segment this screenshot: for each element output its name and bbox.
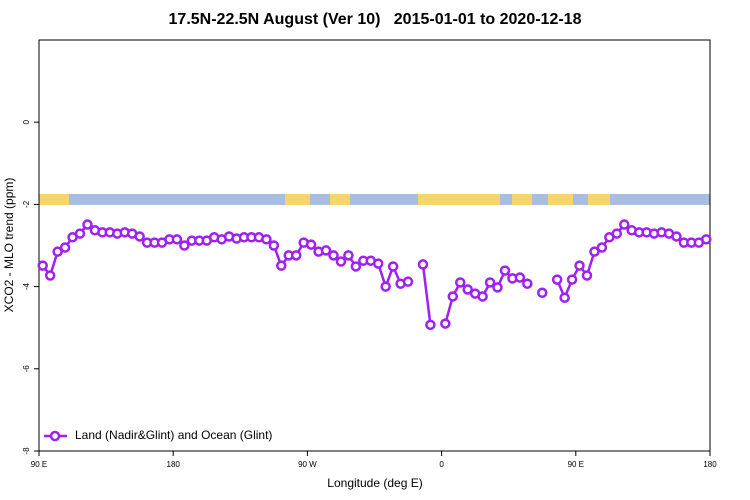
- point: [52, 246, 63, 257]
- point: [492, 282, 503, 293]
- point: [484, 277, 496, 288]
- point: [447, 291, 459, 302]
- y-tick-label: 0: [22, 119, 31, 124]
- legend-marker: [49, 430, 61, 442]
- point: [44, 270, 56, 281]
- chart-title: 17.5N-22.5N August (Ver 10) 2015-01-01 t…: [169, 11, 582, 28]
- x-tick-label: 0: [439, 460, 444, 469]
- point: [619, 219, 630, 230]
- point: [462, 284, 473, 295]
- point: [82, 219, 93, 230]
- y-tick-label: -8: [22, 447, 31, 455]
- point: [440, 318, 451, 329]
- point: [574, 260, 585, 271]
- point: [268, 240, 280, 251]
- point: [566, 274, 578, 285]
- point: [380, 281, 391, 292]
- point: [179, 240, 190, 251]
- point: [454, 277, 466, 288]
- legend-label: Land (Nadir&Glint) and Ocean (Glint): [75, 428, 272, 442]
- point: [425, 319, 436, 331]
- point: [372, 258, 384, 269]
- plot-frame: [38, 39, 711, 452]
- point: [559, 292, 570, 303]
- point: [290, 250, 302, 261]
- point: [537, 287, 548, 299]
- x-tick-label: 90 E: [568, 460, 584, 469]
- point: [37, 260, 48, 271]
- point: [350, 261, 362, 272]
- point: [402, 276, 414, 287]
- point: [551, 274, 563, 285]
- y-tick-label: -4: [22, 282, 31, 290]
- point: [671, 231, 682, 242]
- point: [276, 260, 287, 271]
- point: [335, 256, 347, 267]
- point: [328, 250, 339, 261]
- point: [589, 246, 600, 257]
- point: [514, 272, 526, 283]
- y-tick-label: -2: [22, 200, 31, 208]
- point: [305, 239, 317, 250]
- point: [581, 270, 593, 281]
- point: [701, 234, 712, 245]
- y-axis-label: XCO2 - MLO trend (ppm): [2, 178, 16, 313]
- point: [261, 234, 272, 245]
- point: [171, 234, 183, 245]
- point: [343, 250, 354, 261]
- point: [477, 291, 488, 302]
- point: [522, 278, 533, 289]
- point: [59, 242, 71, 253]
- point: [134, 231, 145, 242]
- y-tick-label: -6: [22, 365, 31, 373]
- point: [596, 242, 608, 253]
- point: [74, 228, 86, 239]
- x-tick-label: 180: [167, 460, 181, 469]
- point: [417, 259, 429, 270]
- x-tick-label: 180: [703, 460, 717, 469]
- x-tick-label: 90 W: [298, 460, 317, 469]
- x-axis-label: Longitude (deg E): [327, 476, 422, 490]
- point: [499, 265, 511, 276]
- point: [387, 261, 399, 272]
- land-ocean-strip: [39, 194, 710, 205]
- point: [611, 228, 623, 239]
- point: [320, 245, 332, 256]
- x-tick-label: 90 E: [31, 460, 47, 469]
